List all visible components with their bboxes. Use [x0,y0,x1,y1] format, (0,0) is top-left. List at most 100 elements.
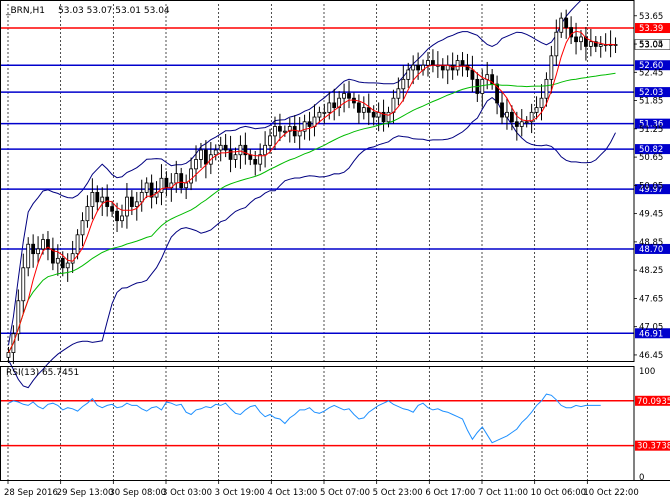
time-tick-label: 4 Oct 13:00 [267,488,317,498]
bollinger-bands [8,0,616,389]
level-label-box [635,118,670,129]
time-tick-label: 28 Sep 2016 [4,488,58,498]
candle-body [238,144,243,156]
candle-body [149,182,154,198]
rsi-line [8,393,601,444]
candle-body [317,111,322,118]
candle-body [159,177,164,193]
level-label: 53.39 [639,24,663,34]
current-price-box [634,39,670,50]
candle-body [495,83,499,104]
candle-body [184,182,189,189]
candle-body [347,93,351,99]
candle-body [579,36,583,43]
candle-body [460,60,465,66]
candle-body [164,177,169,189]
time-tick-label: 5 Oct 23:00 [373,488,423,498]
horizontal-levels[interactable]: 53.39 52.60 52.03 51.36 50.82 49.97 48.70 46.91… [0,23,670,339]
candle-body [21,267,26,302]
candle-body [46,239,50,250]
candle-body [120,215,124,222]
candle-body [569,27,574,38]
price-tick-label: 47.05 [639,323,663,333]
level-label: 48.70 [639,245,663,255]
panel-frames [0,0,670,481]
price-tick-label: 49.45 [639,210,663,220]
candle-body [426,60,430,66]
candle-body [307,121,312,127]
candle-body [480,78,485,94]
ohlc-readout: 53.03 53.07 53.01 53.04 [58,6,170,16]
candle-body [505,111,509,118]
candle-body [26,243,31,269]
candle-body [559,17,564,33]
level-label: 49.97 [639,185,663,195]
candle-body [297,130,302,137]
candle-body [278,126,282,132]
candle-body [243,144,248,156]
level-label: 52.60 [639,61,663,71]
level-label-box [635,23,670,34]
time-tick-label: 29 Sep 13:00 [57,488,114,498]
rsi-level-box [635,440,670,451]
candle-body [539,97,544,109]
candle-body [396,88,401,99]
time-tick-label: 5 Oct 07:00 [320,488,370,498]
current-price-label: 53.04 [639,41,663,51]
price-axis: 53.65 53.05 52.45 51.85 51.25 50.65 50.05 49.45… [634,12,663,361]
moving-averages [8,30,616,353]
candle-body [228,149,233,160]
candle-body [233,154,238,160]
price-tick-label: 48.85 [639,238,663,248]
candle-body [534,107,539,113]
candle-body [470,69,475,80]
time-tick-label: 3 Oct 19:00 [215,488,265,498]
candle-body [440,64,445,71]
candle-body [90,192,95,207]
price-tick-label: 53.65 [639,12,663,22]
time-tick-label: 10 Oct 06:00 [531,488,586,498]
level-label: 50.82 [639,145,663,155]
candle-body [554,31,559,57]
rsi-level-label: 70.0935 [637,397,670,407]
candle-body [36,248,40,255]
time-tick-label: 10 Oct 22:00 [583,488,638,498]
bollinger-lower [8,96,616,389]
candle-body [287,126,292,132]
rsi-panel-content: 70.0935 30.3738 100 0 [0,367,670,483]
candles [6,9,618,364]
candle-body [327,102,332,113]
candle-body [75,234,80,255]
candle-body [386,111,391,123]
candle-body [31,243,36,255]
candle-body [544,78,549,99]
candle-body [371,111,376,118]
candle-body [302,121,307,132]
candle-body [455,60,460,71]
bollinger-upper [8,0,583,346]
candle-body [411,64,416,71]
candle-body [100,196,105,203]
candle-body [16,300,21,335]
candle-body [179,173,184,189]
candle-body [223,144,228,151]
candle-body [401,78,406,90]
level-label: 51.36 [639,120,663,130]
rsi-level-label: 30.3738 [637,442,670,452]
candle-body [529,111,534,123]
candle-body [391,97,396,113]
candle-body [85,206,90,222]
candle-body [6,352,11,358]
candle-body [134,201,139,207]
price-tick-label: 52.45 [639,68,663,78]
candle-body [588,41,593,47]
candle-body [110,206,115,212]
candle-body [65,262,70,269]
candle-body [194,159,198,170]
rsi-level-box [635,395,670,406]
price-tick-label: 51.25 [639,125,663,135]
level-label: 46.91 [639,329,663,339]
candle-body [213,149,218,156]
